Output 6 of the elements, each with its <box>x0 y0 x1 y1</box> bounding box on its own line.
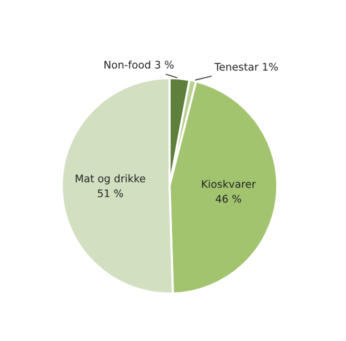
slice-label: Tenestar 1% <box>214 62 278 71</box>
slice-label: Non-food 3 % <box>104 60 174 69</box>
data-label: 46 % <box>216 194 242 203</box>
slice-label: Kioskvarer <box>202 180 256 188</box>
slice-label: Mat og drikke <box>76 174 146 184</box>
data-label: 51 % <box>98 189 123 198</box>
